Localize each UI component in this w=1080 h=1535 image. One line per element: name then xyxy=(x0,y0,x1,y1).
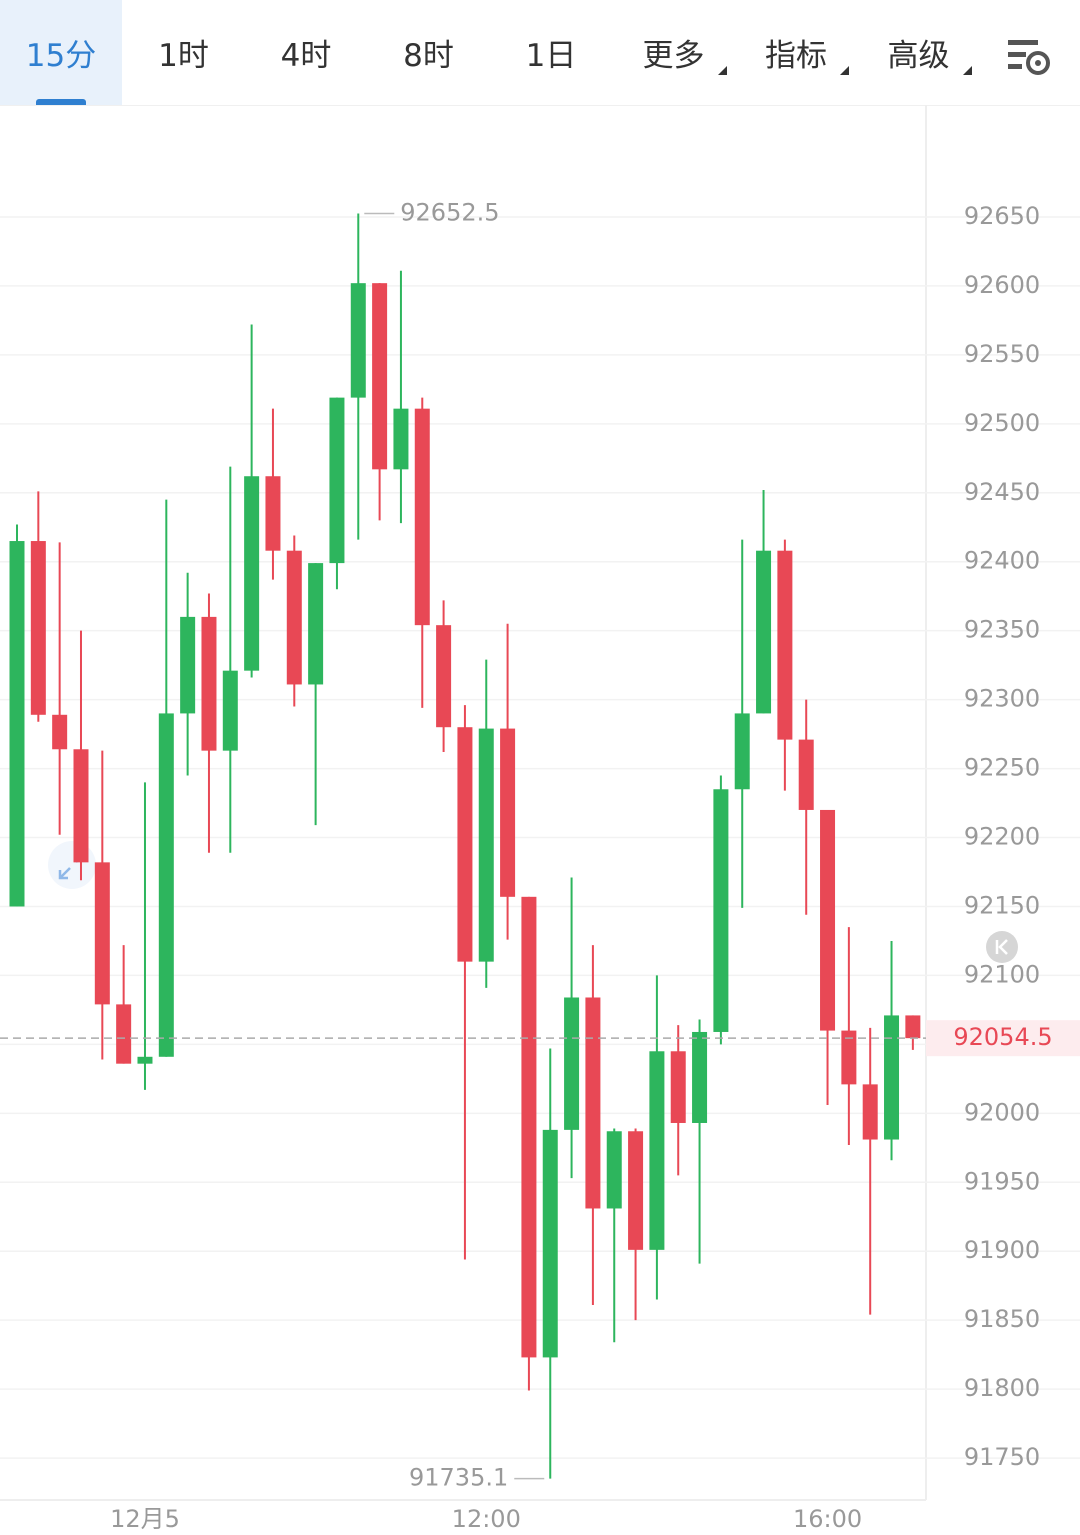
y-tick-label: 92100 xyxy=(964,960,1040,988)
candle-body xyxy=(158,713,174,1057)
max-label: 92652.5 xyxy=(400,199,499,227)
x-tick-label: 12月5 xyxy=(110,1505,180,1533)
tab-label: 1时 xyxy=(158,38,209,74)
candle-body xyxy=(30,541,46,715)
candle-body xyxy=(372,283,388,470)
candle-body xyxy=(350,283,366,398)
tab-label: 1日 xyxy=(525,38,577,74)
candle-body xyxy=(564,997,580,1130)
timeframe-tab[interactable]: 指标 xyxy=(735,0,857,105)
y-tick-label: 92500 xyxy=(964,409,1040,437)
candle-body xyxy=(862,1084,878,1140)
candle-body xyxy=(606,1131,622,1209)
candle-body xyxy=(286,550,302,685)
candle-body xyxy=(329,397,345,564)
candle-body xyxy=(670,1051,686,1123)
expand-icon[interactable] xyxy=(48,841,96,889)
last-price-label: 92054.5 xyxy=(953,1023,1052,1051)
y-tick-label: 91750 xyxy=(964,1443,1040,1471)
candle-body xyxy=(52,714,68,750)
y-tick-label: 92250 xyxy=(964,754,1040,782)
y-tick-label: 91800 xyxy=(964,1374,1040,1402)
candle-body xyxy=(542,1129,558,1358)
timeframe-tab[interactable]: 4时 xyxy=(245,0,367,105)
y-tick-label: 92400 xyxy=(964,547,1040,575)
candle-body xyxy=(649,1051,665,1250)
candle-body xyxy=(713,789,729,1032)
candle-body xyxy=(244,476,260,671)
timeframe-tab[interactable]: 1时 xyxy=(123,0,245,105)
candle-body xyxy=(905,1015,921,1039)
candle-body xyxy=(201,616,217,751)
dropdown-arrow xyxy=(962,66,972,75)
y-tick-label: 92550 xyxy=(964,340,1040,368)
x-tick-label: 16:00 xyxy=(793,1505,862,1533)
candle-body xyxy=(137,1056,153,1064)
y-tick-label: 91950 xyxy=(964,1167,1040,1195)
candle-body xyxy=(820,809,836,1031)
candle-body xyxy=(116,1004,132,1064)
candle-body xyxy=(884,1015,900,1140)
candle-body xyxy=(585,997,601,1209)
tab-label: 4时 xyxy=(280,38,332,74)
y-tick-label: 92300 xyxy=(964,685,1040,713)
timeframe-tab[interactable]: 更多 xyxy=(613,0,735,105)
timeframe-tab[interactable]: 8时 xyxy=(368,0,490,105)
candle-body xyxy=(756,550,772,714)
candle-body xyxy=(628,1131,644,1250)
tab-label: 更多 xyxy=(642,38,705,74)
tab-label: 指标 xyxy=(765,38,827,74)
y-tick-label: 92650 xyxy=(964,202,1040,230)
candle-body xyxy=(478,728,494,962)
y-tick-label: 92450 xyxy=(964,478,1040,506)
last-price-box xyxy=(926,1020,1080,1057)
timeframe-tab[interactable]: 15分 xyxy=(0,0,122,105)
candle-body xyxy=(500,728,516,897)
timeframe-tab[interactable]: 1日 xyxy=(490,0,612,105)
candle-body xyxy=(94,862,110,1005)
timeframe-tab[interactable]: 高级 xyxy=(858,0,980,105)
candle-body xyxy=(393,408,409,470)
y-tick-label: 92000 xyxy=(964,1098,1040,1126)
candle-body xyxy=(180,616,196,714)
y-tick-label: 92350 xyxy=(964,616,1040,644)
y-tick-label: 92200 xyxy=(964,823,1040,851)
tab-label: 15分 xyxy=(25,38,97,74)
y-tick-label: 91850 xyxy=(964,1305,1040,1333)
dropdown-arrow xyxy=(717,66,727,75)
y-tick-label: 92600 xyxy=(964,271,1040,299)
candle-body xyxy=(436,625,452,728)
candle-body xyxy=(9,541,25,907)
timeframe-tabs: 15分 1时 4时 8时 1日 更多 指标 高级 xyxy=(0,0,1080,106)
candle-body xyxy=(222,670,238,751)
settings-icon[interactable] xyxy=(1000,30,1060,90)
tab-label: 高级 xyxy=(887,38,950,74)
candle-body xyxy=(798,739,814,810)
dropdown-arrow xyxy=(840,66,849,75)
candle-body xyxy=(777,550,793,740)
candle-body xyxy=(73,749,89,863)
candle-body xyxy=(521,896,537,1358)
candle-body xyxy=(734,713,750,790)
y-tick-label: 92150 xyxy=(964,891,1040,919)
candle-body xyxy=(308,563,324,685)
back-to-latest[interactable] xyxy=(986,931,1018,963)
candle-body xyxy=(414,408,430,626)
x-tick-label: 12:00 xyxy=(452,1505,521,1533)
chart: 9175091800918509190091950920009205092100… xyxy=(0,105,1080,1533)
candle-body xyxy=(457,727,473,962)
y-tick-label: 91900 xyxy=(964,1236,1040,1264)
candle-body xyxy=(265,476,281,551)
tab-label: 8时 xyxy=(403,38,454,74)
candle-body xyxy=(841,1030,857,1085)
candle-body xyxy=(692,1031,708,1123)
min-label: 91735.1 xyxy=(409,1464,508,1492)
